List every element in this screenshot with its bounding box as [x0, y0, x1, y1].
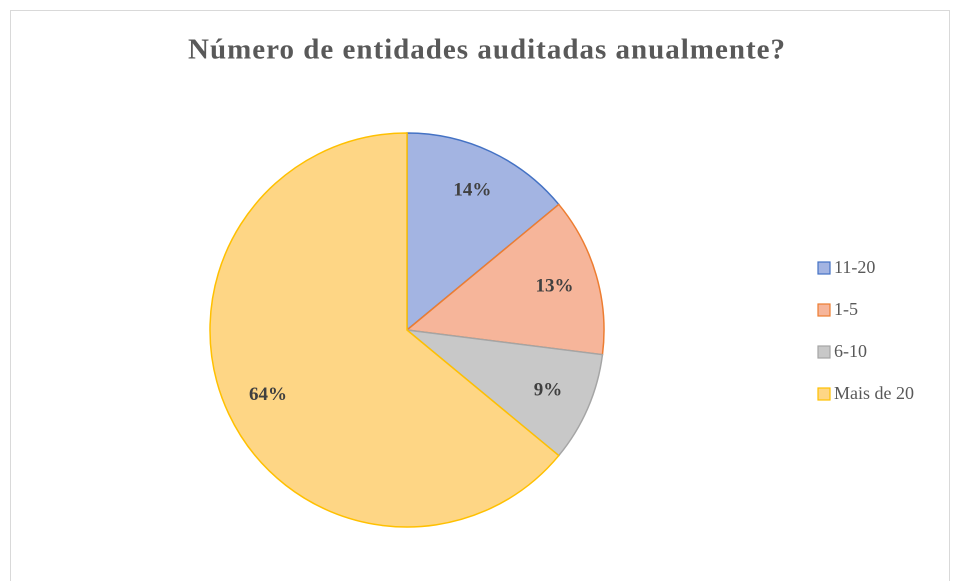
legend-swatch — [817, 345, 831, 359]
pie-slice — [209, 132, 560, 528]
legend-label: 1-5 — [834, 299, 858, 319]
legend-label: 11-20 — [834, 257, 875, 277]
pie-slice — [406, 132, 560, 332]
data-label: 9% — [534, 379, 563, 400]
pie-slice — [405, 203, 605, 356]
data-label: 13% — [536, 275, 574, 296]
legend-swatch — [817, 303, 831, 317]
legend-label: 6-10 — [834, 341, 867, 361]
data-label: 14% — [453, 179, 491, 200]
data-label: 64% — [249, 384, 287, 405]
legend-swatch — [817, 387, 831, 401]
legend-label: Mais de 20 — [834, 383, 914, 403]
legend-swatch — [817, 261, 831, 275]
pie-slice — [404, 328, 604, 457]
chart-title: Número de entidades auditadas anualmente… — [188, 34, 786, 66]
